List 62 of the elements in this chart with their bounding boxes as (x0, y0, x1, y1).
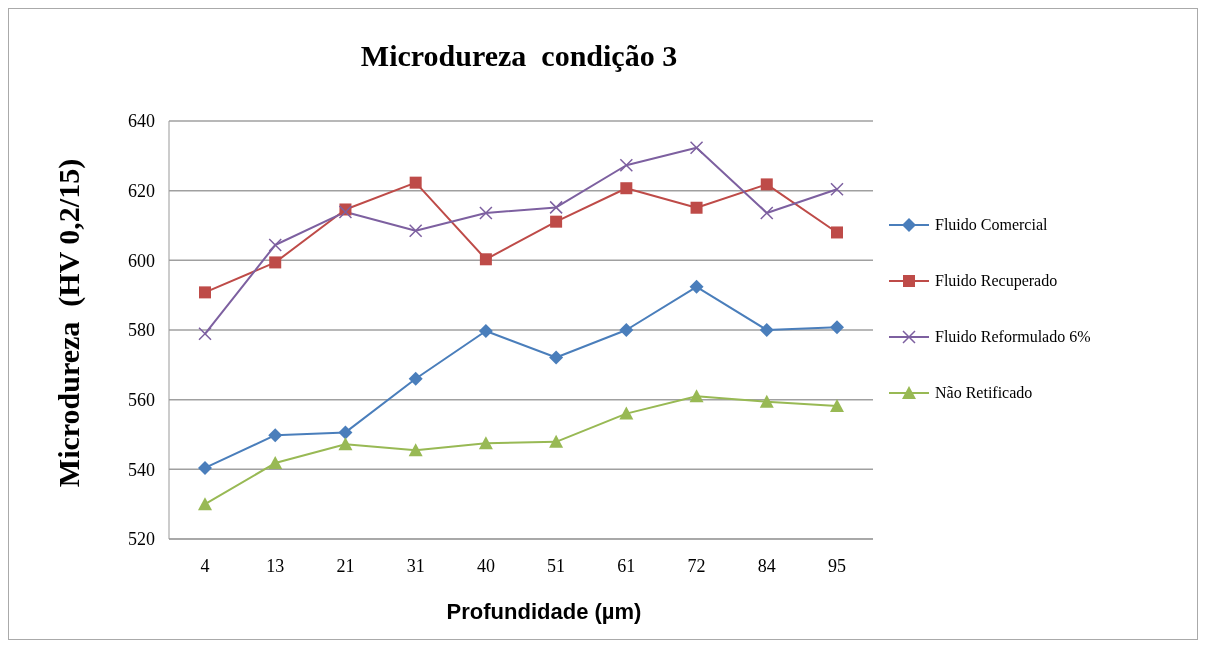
point (831, 226, 843, 239)
point (478, 436, 493, 450)
point (549, 200, 563, 215)
point (269, 256, 282, 269)
point (268, 456, 283, 470)
point (619, 158, 634, 172)
x-tick-label: 13 (266, 555, 285, 576)
y-tick-label: 540 (128, 459, 155, 480)
point (408, 223, 423, 238)
x-tick-label: 21 (336, 555, 355, 576)
point (550, 215, 563, 228)
point (198, 460, 212, 475)
point (619, 323, 634, 337)
x-tick-label: 51 (547, 555, 566, 576)
point (479, 253, 492, 266)
point (479, 206, 493, 220)
x-tick-label: 84 (757, 555, 776, 576)
point (268, 428, 283, 443)
point (198, 497, 212, 511)
point (830, 320, 844, 335)
x-tick-label: 31 (406, 555, 425, 576)
point (689, 279, 704, 294)
y-tick-label: 560 (128, 390, 155, 411)
point (408, 443, 423, 457)
y-axis-title: Microdureza (HV 0,2/15) (52, 158, 86, 488)
point (760, 178, 773, 191)
point (619, 406, 634, 420)
y-tick-label: 580 (128, 320, 155, 341)
y-tick-label: 620 (128, 181, 155, 202)
point (830, 182, 844, 197)
point (759, 323, 774, 337)
point (338, 437, 353, 451)
x-tick-label: 4 (200, 555, 210, 576)
point (409, 176, 422, 189)
point (408, 371, 423, 386)
legend-label: Fluido Comercial (935, 216, 1048, 234)
legend-label: Fluido Reformulado 6% (935, 328, 1091, 346)
y-tick-label: 640 (128, 111, 155, 132)
point (689, 389, 704, 403)
point (478, 324, 493, 339)
point (690, 201, 703, 214)
x-tick-label: 95 (828, 555, 846, 576)
point (760, 206, 774, 220)
point (338, 425, 353, 440)
y-tick-label: 520 (128, 529, 155, 550)
x-tick-label: 61 (617, 555, 636, 576)
point (689, 141, 704, 155)
point (549, 434, 564, 448)
x-axis-title: Profundidade (µm) (445, 599, 643, 625)
point (198, 327, 212, 341)
point (759, 394, 774, 408)
x-tick-label: 72 (687, 555, 706, 576)
point (549, 350, 564, 365)
point (268, 238, 282, 252)
point (199, 286, 211, 299)
chart-title: Microdureza condição 3 (359, 39, 679, 73)
point (620, 182, 633, 195)
point (830, 398, 844, 412)
legend-label: Fluido Recuperado (935, 272, 1058, 290)
x-tick-label: 40 (476, 555, 495, 576)
y-tick-label: 600 (128, 250, 155, 271)
legend-label: Não Retificado (935, 384, 1033, 402)
